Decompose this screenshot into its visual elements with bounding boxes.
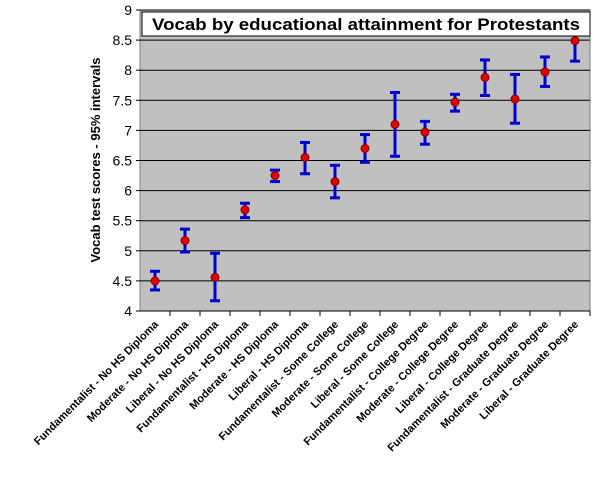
data-point: [240, 205, 250, 215]
y-tick-label: 7: [124, 122, 132, 138]
y-tick-label: 9: [124, 2, 132, 18]
y-tick-label: 8.5: [113, 32, 133, 48]
y-tick-label: 6: [124, 183, 132, 199]
data-point: [180, 236, 190, 246]
data-points: [150, 36, 580, 286]
y-axis-ticks: 4 4.5 5 5.5 6 6.5 7 7.5 8 8.5 9: [113, 2, 590, 319]
chart-title: Vocab by educational attainment for Prot…: [152, 15, 580, 34]
y-axis-label: Vocab test scores - 95% intervals: [88, 58, 103, 263]
y-tick-label: 7.5: [113, 92, 133, 108]
data-point: [300, 152, 310, 162]
data-point: [450, 97, 460, 107]
data-point: [330, 177, 340, 187]
y-tick-label: 4.5: [113, 273, 133, 289]
data-point: [270, 171, 280, 181]
data-point: [540, 67, 550, 77]
chart-title-box: [141, 11, 591, 37]
data-point: [510, 94, 520, 104]
data-point: [420, 127, 430, 137]
y-tick-label: 6.5: [113, 153, 133, 169]
y-tick-label: 5: [124, 243, 132, 259]
data-point: [390, 119, 400, 129]
data-point: [480, 72, 490, 82]
y-tick-label: 8: [124, 62, 132, 78]
data-point: [150, 276, 160, 286]
y-tick-label: 5.5: [113, 213, 133, 229]
data-point: [570, 36, 580, 46]
y-tick-label: 4: [124, 303, 132, 319]
data-point: [360, 143, 370, 153]
data-point: [210, 272, 220, 282]
